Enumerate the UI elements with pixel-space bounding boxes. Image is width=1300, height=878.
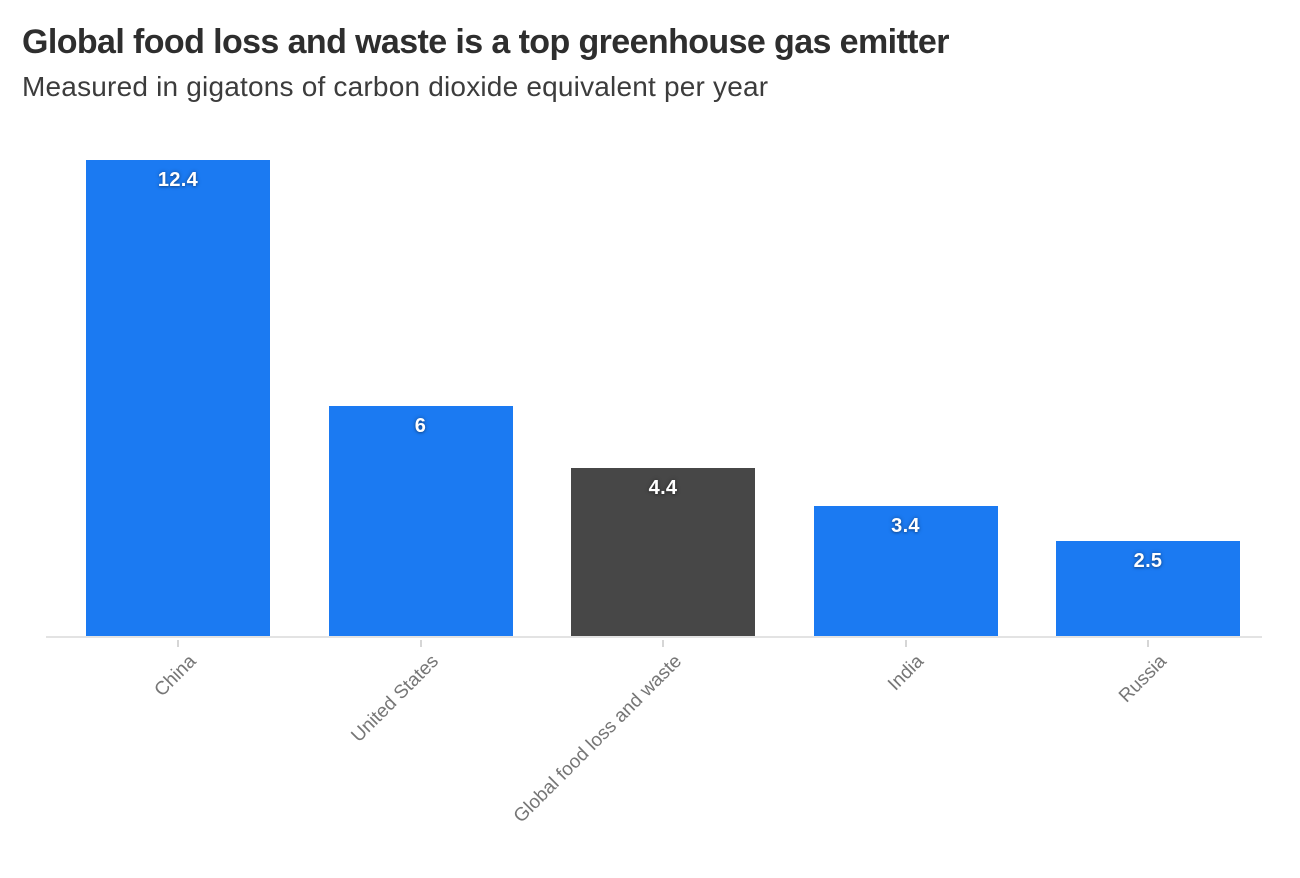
x-axis-tick-united-states: [419, 640, 422, 647]
bar-value-label-india: 3.4: [891, 515, 920, 537]
bar-united-states: [328, 406, 513, 637]
chart-title: Global food loss and waste is a top gree…: [22, 23, 949, 61]
x-axis-label-india: India: [884, 651, 929, 695]
bar-value-label-russia: 2.5: [1133, 550, 1163, 572]
bar-global-food-loss-and-waste: [571, 468, 755, 637]
bar-value-label-united-states: 6: [414, 415, 427, 437]
x-axis-label-united-states: United States: [347, 651, 444, 747]
bar-value-label-global-food-loss-and-waste: 4.4: [648, 477, 678, 499]
x-axis-label-china: China: [150, 651, 201, 701]
x-axis-label-russia: Russia: [1114, 651, 1171, 707]
bar-russia: [1056, 541, 1240, 637]
x-axis-label-global-food-loss-and-waste: Global food loss and waste: [509, 651, 686, 828]
x-axis-line: [46, 636, 1262, 638]
bar-china: [86, 160, 270, 637]
x-axis-tick-china: [177, 640, 179, 647]
x-axis-tick-india: [904, 640, 907, 647]
bar-india: [813, 506, 998, 637]
bar-value-label-china: 12.4: [157, 169, 199, 191]
x-axis-tick-russia: [1147, 640, 1149, 647]
chart-subtitle: Measured in gigatons of carbon dioxide e…: [22, 71, 769, 102]
x-axis-tick-global-food-loss-and-waste: [662, 640, 664, 647]
